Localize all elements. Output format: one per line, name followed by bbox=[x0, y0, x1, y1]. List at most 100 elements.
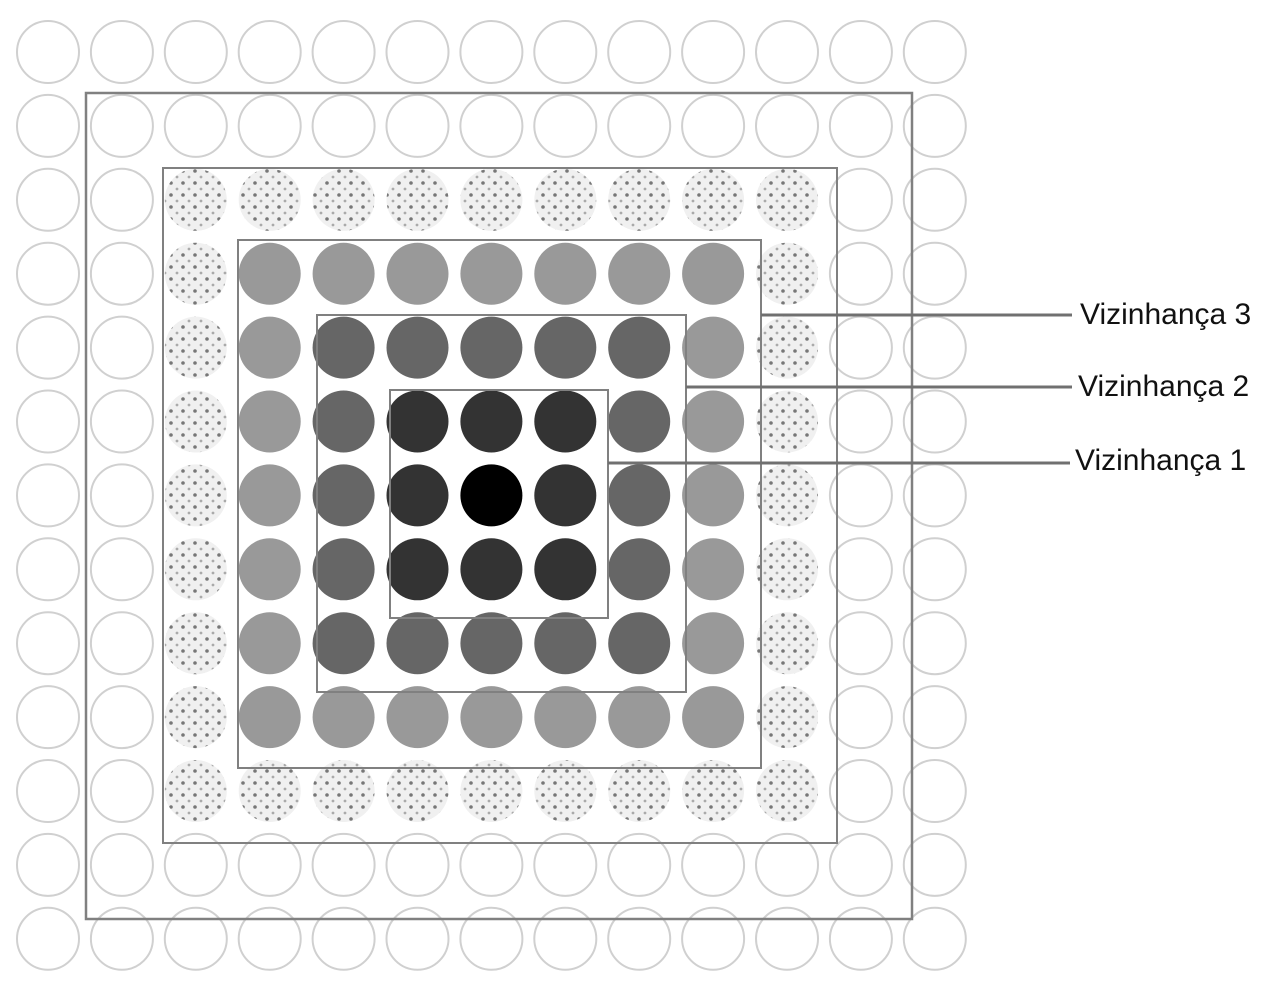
neuron-node bbox=[682, 242, 745, 305]
neuron-node bbox=[902, 832, 967, 897]
neuron-node bbox=[164, 242, 227, 305]
neuron-node bbox=[238, 168, 301, 231]
neuron-node bbox=[681, 906, 746, 971]
neuron-node bbox=[828, 759, 893, 823]
neuron-node bbox=[89, 463, 154, 528]
neuron-node bbox=[682, 612, 745, 675]
neuron-node bbox=[164, 612, 227, 675]
neuron-node bbox=[756, 168, 818, 231]
neuron-node bbox=[89, 167, 154, 232]
neuron-node bbox=[682, 168, 745, 231]
label-vizinhanca-3: Vizinhança 3 bbox=[1080, 298, 1251, 331]
neuron-node bbox=[534, 760, 597, 822]
neuron-node bbox=[828, 241, 893, 306]
neuron-node bbox=[164, 464, 227, 527]
neuron-node bbox=[164, 686, 227, 749]
neuron-node bbox=[902, 685, 967, 750]
neuron-node bbox=[460, 168, 523, 231]
neuron-node bbox=[386, 538, 449, 601]
neuron-node bbox=[89, 832, 154, 897]
neighborhood-frame-1 bbox=[389, 389, 609, 619]
neuron-node bbox=[238, 760, 301, 822]
neuron-node bbox=[460, 464, 523, 527]
neuron-node bbox=[89, 20, 154, 84]
neuron-node bbox=[164, 760, 227, 822]
neuron-node bbox=[89, 537, 154, 602]
neuron-node bbox=[237, 20, 302, 84]
neuron-node bbox=[755, 832, 819, 897]
neuron-node bbox=[386, 760, 449, 822]
neuron-node bbox=[902, 93, 967, 158]
neuron-node bbox=[16, 611, 80, 676]
neuron-node bbox=[89, 389, 154, 454]
neuron-node bbox=[608, 612, 671, 675]
neuron-node bbox=[312, 538, 375, 601]
neuron-node bbox=[89, 93, 154, 158]
neuron-node bbox=[237, 93, 302, 158]
neuron-node bbox=[902, 537, 967, 602]
neuron-node bbox=[89, 611, 154, 676]
neuron-node bbox=[756, 464, 818, 527]
neuron-node bbox=[460, 686, 523, 749]
neuron-node bbox=[164, 168, 227, 231]
neuron-node bbox=[16, 759, 80, 823]
neuron-node bbox=[16, 93, 80, 158]
neuron-node bbox=[312, 760, 375, 822]
neuron-node bbox=[385, 20, 450, 84]
neuron-node bbox=[534, 390, 597, 453]
neuron-node bbox=[164, 538, 227, 601]
neuron-node bbox=[16, 389, 80, 454]
neuron-node bbox=[238, 538, 301, 601]
neuron-node bbox=[756, 538, 818, 601]
neuron-node bbox=[755, 906, 819, 971]
neuron-node bbox=[460, 316, 523, 379]
label-vizinhanca-2: Vizinhança 2 bbox=[1078, 370, 1249, 403]
neuron-node bbox=[902, 315, 967, 380]
neuron-node bbox=[756, 390, 818, 453]
neuron-node bbox=[902, 20, 967, 84]
neuron-node bbox=[828, 463, 893, 528]
neuron-node bbox=[16, 20, 80, 84]
neuron-node bbox=[608, 760, 671, 822]
neuron-node bbox=[534, 316, 597, 379]
neuron-node bbox=[385, 832, 450, 897]
neuron-node bbox=[608, 538, 671, 601]
neuron-node bbox=[682, 760, 745, 822]
neuron-node bbox=[238, 686, 301, 749]
neuron-node bbox=[460, 538, 523, 601]
neuron-node bbox=[164, 390, 227, 453]
neuron-node bbox=[386, 242, 449, 305]
neuron-node bbox=[386, 168, 449, 231]
neuron-node bbox=[681, 832, 746, 897]
neuron-node bbox=[89, 685, 154, 750]
neuron-node bbox=[460, 242, 523, 305]
neuron-node bbox=[682, 686, 745, 749]
neuron-node bbox=[16, 241, 80, 306]
neuron-node bbox=[312, 242, 375, 305]
neighborhood-frame-4 bbox=[162, 167, 838, 844]
neuron-node bbox=[608, 686, 671, 749]
neuron-node bbox=[828, 832, 893, 897]
neuron-node bbox=[459, 20, 524, 84]
neuron-node bbox=[312, 168, 375, 231]
neuron-node bbox=[756, 686, 818, 749]
neuron-node bbox=[533, 20, 598, 84]
neuron-node bbox=[459, 93, 524, 158]
neuron-node bbox=[164, 316, 227, 379]
neuron-node bbox=[238, 612, 301, 675]
label-vizinhanca-1: Vizinhança 1 bbox=[1075, 444, 1246, 477]
neuron-node bbox=[607, 832, 672, 897]
neuron-node bbox=[608, 390, 671, 453]
neuron-node bbox=[756, 242, 818, 305]
neuron-node bbox=[386, 464, 449, 527]
neuron-node bbox=[534, 168, 597, 231]
neuron-node bbox=[607, 20, 672, 84]
neuron-node bbox=[163, 906, 228, 971]
neighborhood-frame-2 bbox=[316, 314, 687, 693]
neuron-node bbox=[681, 20, 746, 84]
leader-lines bbox=[608, 313, 1072, 465]
neuron-node bbox=[902, 611, 967, 676]
neuron-node bbox=[828, 167, 893, 232]
neuron-node bbox=[608, 464, 671, 527]
neuron-node bbox=[16, 537, 80, 602]
